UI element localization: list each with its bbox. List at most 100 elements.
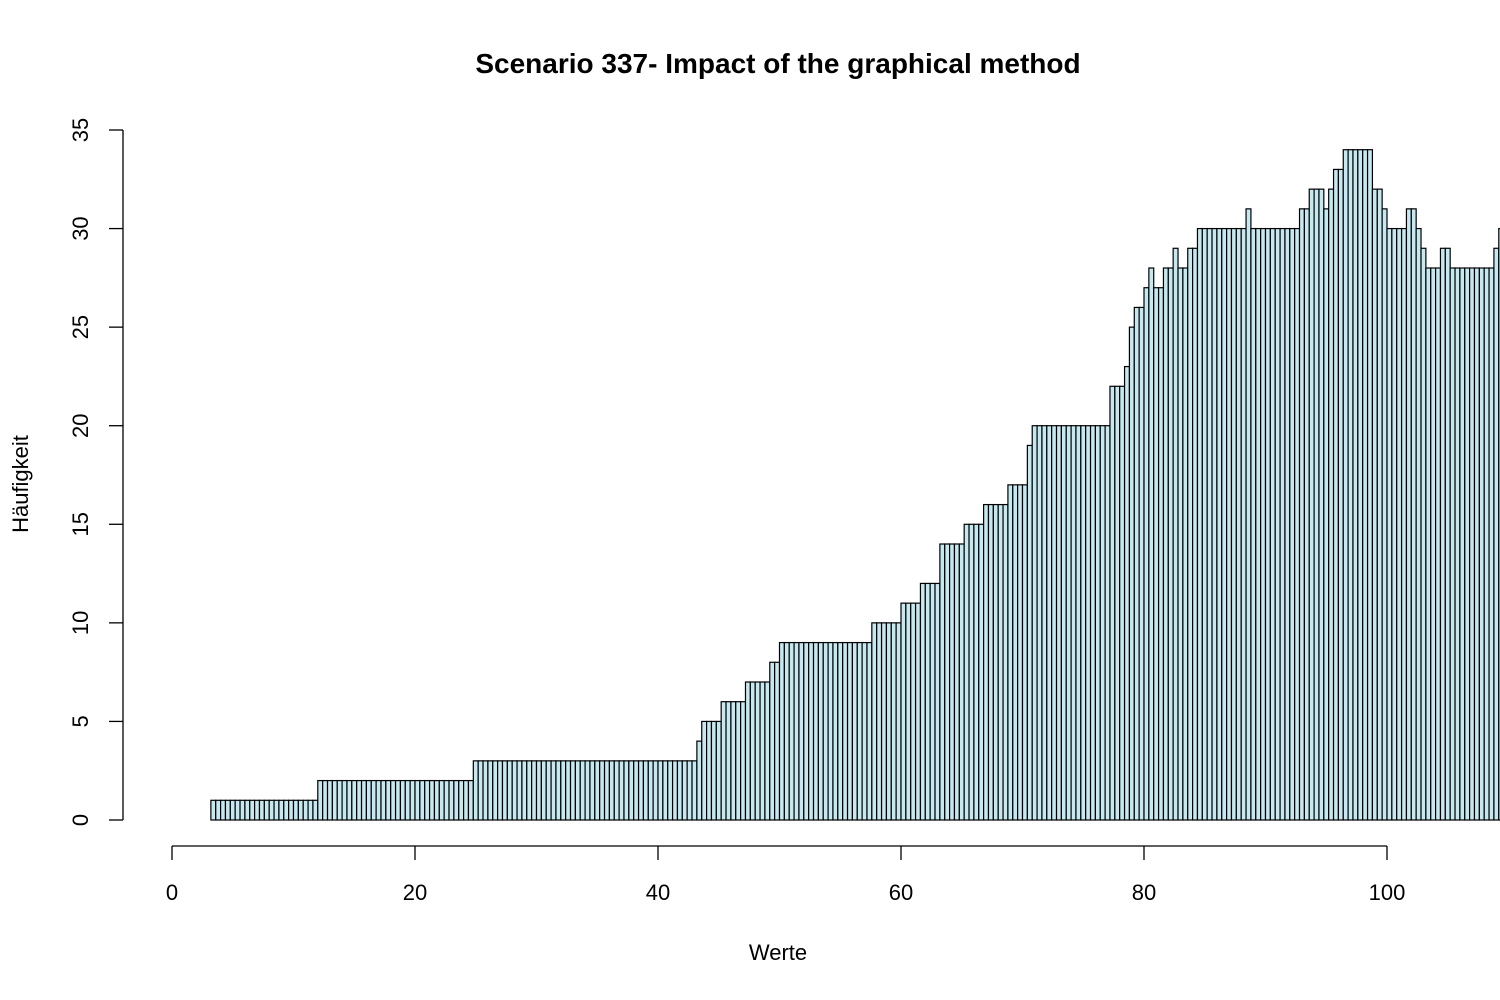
histogram-bar — [817, 641, 824, 821]
histogram-bar — [1109, 385, 1116, 821]
histogram-bar — [910, 602, 917, 821]
histogram-bar — [370, 779, 377, 821]
histogram-bar — [1070, 425, 1077, 821]
histogram-bar — [385, 779, 392, 821]
histogram-bar — [409, 779, 416, 821]
histogram-bar — [1060, 425, 1067, 821]
histogram-bar — [419, 779, 426, 821]
histogram-bar — [1264, 227, 1271, 821]
histogram-bar — [696, 740, 703, 821]
histogram-bar — [1196, 227, 1203, 821]
histogram-bar — [594, 760, 601, 821]
histogram-bar — [1104, 425, 1111, 821]
histogram-bar — [599, 760, 606, 821]
histogram-bar — [1371, 188, 1378, 821]
histogram-bar — [1391, 227, 1398, 821]
histogram-bar — [1191, 247, 1199, 821]
y-axis-label: Häufigkeit — [8, 435, 33, 533]
histogram-bar — [477, 760, 484, 821]
histogram-bar — [1031, 425, 1038, 821]
histogram-bar — [351, 779, 358, 821]
histogram-bar — [1303, 208, 1310, 821]
histogram-bar — [1381, 208, 1388, 821]
histogram-bar — [885, 622, 892, 821]
histogram-bar — [924, 582, 931, 821]
histogram-bar — [958, 543, 965, 821]
histogram-bar — [1080, 425, 1087, 821]
histogram-bar — [428, 779, 436, 821]
histogram-bar — [837, 641, 844, 821]
histogram-bar — [914, 602, 922, 821]
histogram-bar — [1138, 306, 1145, 821]
histogram-bar — [637, 760, 645, 821]
x-tick-label: 60 — [889, 880, 913, 905]
histogram-bar — [433, 779, 440, 821]
histogram-bar — [1308, 188, 1315, 821]
histogram-bar — [521, 760, 528, 821]
histogram-bar — [1434, 267, 1442, 821]
histogram-bar — [1002, 503, 1009, 821]
histogram-bar — [1376, 188, 1383, 821]
histogram-bar — [1274, 227, 1281, 821]
y-tick-label: 10 — [68, 611, 93, 635]
histogram-bar — [1493, 247, 1500, 821]
histogram-bar — [876, 622, 883, 821]
histogram-bar — [890, 622, 897, 821]
histogram-bar — [735, 701, 742, 821]
y-tick-label: 20 — [68, 413, 93, 437]
histogram-bar — [1454, 267, 1461, 821]
histogram-bar — [346, 779, 353, 821]
histogram-bar — [788, 641, 795, 821]
histogram-bar — [501, 760, 508, 821]
histogram-bar — [652, 760, 659, 821]
histogram-bar — [774, 661, 781, 821]
histogram-bar — [1483, 267, 1490, 821]
histogram-bar — [244, 799, 251, 821]
histogram-bar — [1464, 267, 1471, 821]
histogram-bar — [978, 523, 985, 821]
histogram-bar — [1012, 484, 1019, 821]
histogram-bar — [1114, 385, 1121, 821]
histogram-bar — [312, 799, 319, 821]
histogram-bar — [1240, 227, 1247, 821]
histogram-bar — [1279, 227, 1286, 821]
histogram-bar — [764, 681, 771, 821]
histogram-bar — [545, 760, 552, 821]
histogram-bar — [1055, 425, 1062, 821]
histogram-bar — [1469, 267, 1476, 821]
histogram-bar — [880, 622, 888, 821]
histogram-bar — [540, 760, 547, 821]
histogram-bar — [832, 641, 839, 821]
histogram-bar — [919, 582, 926, 821]
histogram-bar — [705, 720, 713, 821]
histogram-bar — [292, 799, 299, 821]
histogram-bar — [531, 760, 538, 821]
histogram-bar — [1162, 267, 1169, 821]
histogram-bar — [1420, 247, 1427, 821]
histogram-bar — [1177, 267, 1184, 821]
histogram-bar — [657, 760, 664, 821]
histogram-bar — [288, 799, 295, 821]
histogram-bar — [1337, 168, 1344, 821]
histogram-bar — [1289, 227, 1296, 821]
histogram-bar — [968, 523, 975, 821]
histogram-bar — [390, 779, 397, 821]
histogram-bar — [803, 641, 810, 821]
histogram-bar — [224, 799, 231, 821]
y-axis: 0 5 10 15 20 25 30 35 — [68, 118, 124, 826]
histogram-bar — [579, 760, 586, 821]
histogram-bar — [633, 760, 640, 821]
histogram-bar — [360, 779, 368, 821]
histogram-bar — [1211, 227, 1218, 821]
histogram-bar — [905, 602, 912, 821]
histogram-bar — [613, 760, 620, 821]
y-tick-label: 0 — [68, 814, 93, 826]
histogram-bar — [808, 641, 815, 821]
histogram-bar — [997, 503, 1004, 821]
histogram-bar — [812, 641, 819, 821]
histogram-bar — [1473, 267, 1480, 821]
histogram-bar — [1046, 425, 1053, 821]
histogram-bar — [215, 799, 222, 821]
histogram-bar — [618, 760, 625, 821]
histogram-bar — [1366, 149, 1374, 821]
